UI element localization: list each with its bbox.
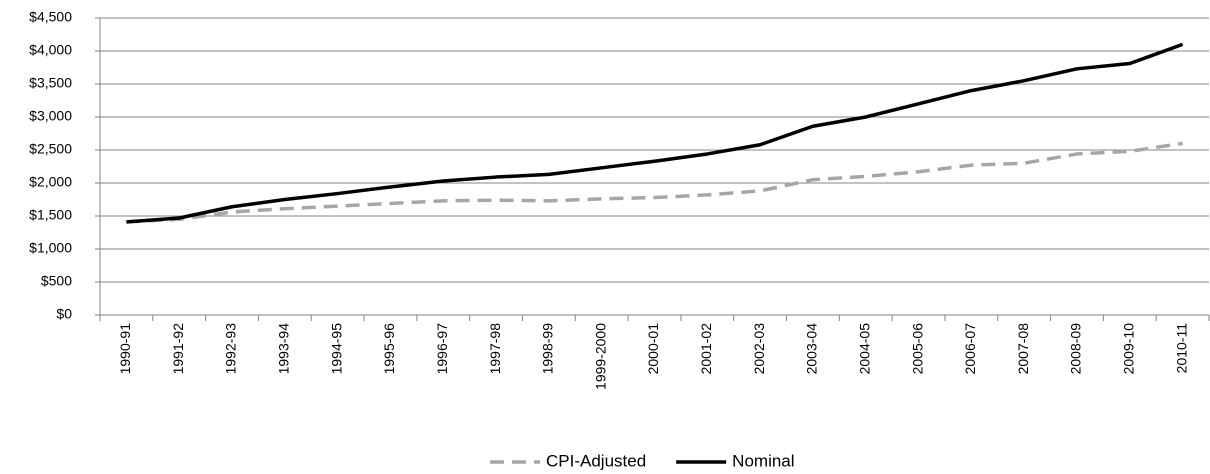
x-tick-label: 1995-96 [381,323,397,375]
x-tick-label: 1991-92 [170,323,186,375]
x-tick-label: 2007-08 [1015,323,1031,375]
x-tick-label: 2010-11 [1173,323,1189,374]
x-tick-label: 2000-01 [645,323,661,375]
x-tick-label: 2009-10 [1120,323,1136,375]
legend-label: CPI-Adjusted [546,451,646,470]
series-line [126,141,1183,224]
x-tick-label: 1992-93 [223,323,239,375]
x-tick-label: 2003-04 [804,323,820,375]
y-tick-label: $1,000 [29,240,72,256]
y-tick-label: $2,000 [29,174,72,190]
y-tick-label: $3,000 [29,108,72,124]
y-tick-label: $500 [41,273,72,289]
x-tick-label: 1993-94 [276,323,292,375]
x-tick-label: 1998-99 [540,323,556,375]
y-tick-label: $1,500 [29,207,72,223]
x-tick-label: 1990-91 [117,323,133,375]
series-line [126,42,1184,224]
y-tick-label: $2,500 [29,141,72,157]
x-tick-label: 2004-05 [856,323,872,375]
x-tick-label: 1994-95 [328,323,344,375]
x-tick-label: 2001-02 [698,323,714,375]
x-tick-label: 2002-03 [751,323,767,375]
x-tick-label: 2006-07 [962,323,978,375]
y-tick-label: $4,000 [29,42,72,58]
x-tick-label: 2008-09 [1068,323,1084,375]
x-tick-label: 1999-2000 [592,323,608,390]
legend-label: Nominal [732,451,794,470]
y-tick-label: $0 [56,306,72,322]
x-tick-label: 2005-06 [909,323,925,375]
y-tick-label: $3,500 [29,75,72,91]
y-tick-label: $4,500 [29,9,72,25]
x-tick-label: 1997-98 [487,323,503,375]
x-tick-label: 1996-97 [434,323,450,375]
